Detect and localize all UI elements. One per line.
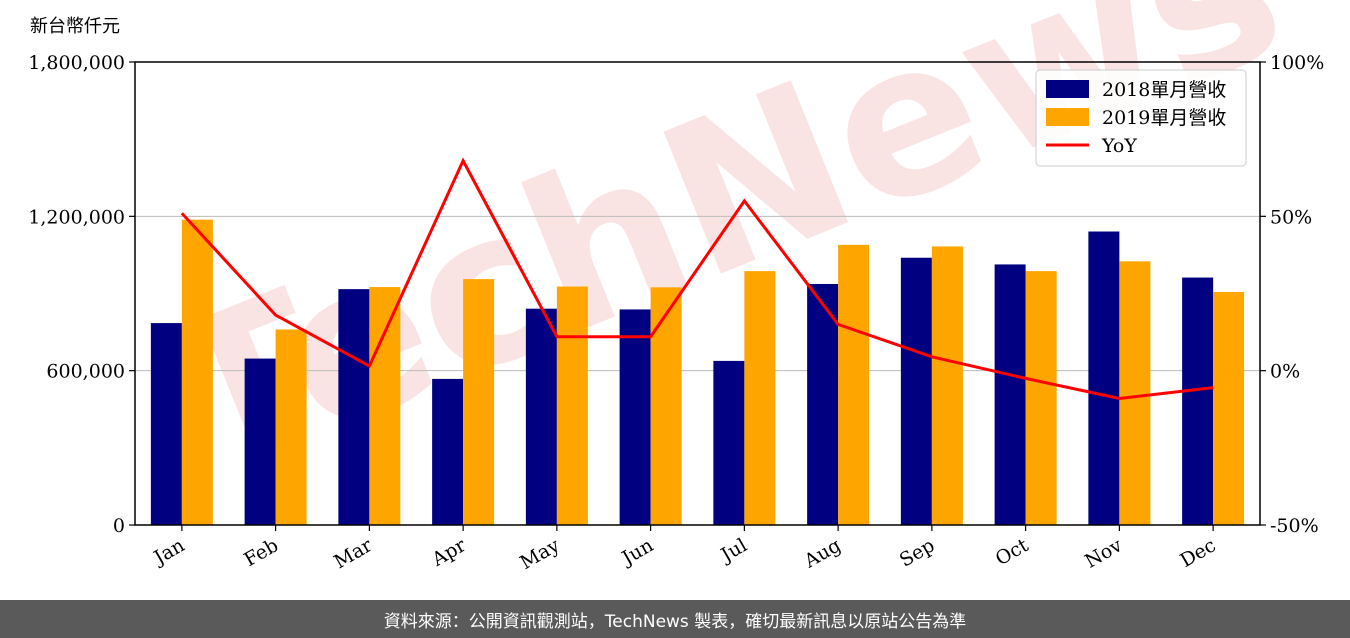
gridlines bbox=[135, 215, 1260, 372]
x-tick-label: Sep bbox=[896, 534, 939, 571]
plot-frame bbox=[134, 61, 1261, 526]
legend-label: 2019單月營收 bbox=[1102, 107, 1226, 129]
y-tick-label: 600,000 bbox=[46, 361, 125, 383]
y2-tick-label: -50% bbox=[1270, 515, 1319, 537]
bar-b-may bbox=[556, 286, 588, 525]
bar-a-may bbox=[525, 308, 557, 525]
legend-swatch bbox=[1046, 80, 1089, 98]
y-tick-label: 0 bbox=[113, 515, 125, 537]
bar-b-jul bbox=[744, 271, 776, 525]
x-tick-label: Jan bbox=[149, 534, 189, 570]
y2-tick-label: 100% bbox=[1270, 52, 1324, 74]
x-tick-label: May bbox=[516, 534, 563, 574]
x-tick-label: Nov bbox=[1081, 534, 1126, 573]
bar-a-sep bbox=[900, 257, 932, 525]
bar-b-dec bbox=[1213, 291, 1245, 525]
legend-label: YoY bbox=[1101, 135, 1137, 157]
bar-b-mar bbox=[369, 287, 401, 525]
bar-a-oct bbox=[994, 264, 1026, 525]
source-footer: 資料來源：公開資訊觀測站，TechNews 製表，確切最新訊息以原站公告為準 bbox=[0, 600, 1350, 638]
bar-b-oct bbox=[1025, 271, 1057, 525]
bar-a-feb bbox=[244, 358, 276, 525]
bar-b-feb bbox=[275, 329, 307, 525]
legend: 2018單月營收 2019單月營收 YoY bbox=[1035, 69, 1247, 167]
bar-a-aug bbox=[807, 283, 839, 525]
y-tick-label: 1,200,000 bbox=[28, 206, 125, 228]
y2-tick-label: 50% bbox=[1270, 206, 1312, 228]
bar-b-nov bbox=[1119, 261, 1151, 525]
bar-a-nov bbox=[1088, 231, 1120, 525]
bar-a-jul bbox=[713, 360, 745, 525]
bar-b-jun bbox=[650, 287, 682, 525]
x-tick-label: Feb bbox=[240, 534, 282, 571]
x-tick-label: Jun bbox=[617, 534, 658, 570]
chart: TechNews 0600,0001,200,0001,800,000-50%0… bbox=[28, 0, 1324, 574]
bar-b-jan bbox=[181, 219, 213, 525]
bar-a-apr bbox=[432, 378, 464, 525]
legend-swatch bbox=[1046, 108, 1089, 126]
x-tick-label: Dec bbox=[1176, 534, 1219, 572]
x-tick-label: Mar bbox=[330, 534, 376, 573]
source-text: 資料來源：公開資訊觀測站，TechNews 製表，確切最新訊息以原站公告為準 bbox=[383, 611, 967, 632]
bar-b-apr bbox=[463, 279, 495, 525]
yoy-line-layer bbox=[180, 157, 1214, 400]
x-tick-label: Oct bbox=[992, 534, 1033, 570]
x-tick-label: Apr bbox=[427, 534, 470, 571]
y2-tick-label: 0% bbox=[1270, 361, 1300, 383]
bar-a-dec bbox=[1182, 277, 1214, 525]
legend-label: 2018單月營收 bbox=[1102, 79, 1226, 101]
y-tick-label: 1,800,000 bbox=[28, 52, 125, 74]
x-tick-label: Aug bbox=[800, 534, 845, 573]
bars bbox=[150, 219, 1245, 525]
bar-b-sep bbox=[931, 246, 963, 525]
bar-a-jan bbox=[150, 323, 182, 525]
x-tick-label: Jul bbox=[716, 534, 751, 567]
y-axis-unit-label: 新台幣仟元 bbox=[30, 16, 120, 37]
bar-a-jun bbox=[619, 309, 651, 525]
yoy-line bbox=[180, 157, 1214, 400]
bar-a-mar bbox=[338, 289, 370, 525]
bar-b-aug bbox=[838, 244, 870, 525]
